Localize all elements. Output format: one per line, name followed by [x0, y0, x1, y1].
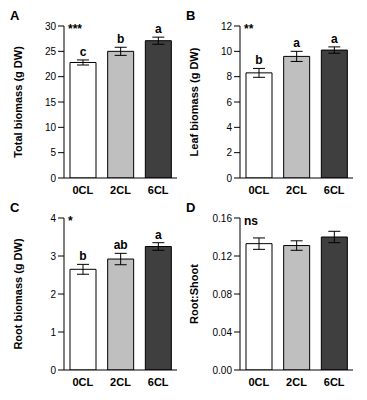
svg-text:6CL: 6CL — [148, 184, 169, 196]
svg-text:a: a — [331, 32, 338, 46]
svg-text:Leaf biomass (g DW): Leaf biomass (g DW) — [188, 47, 200, 156]
svg-text:b: b — [255, 53, 262, 67]
svg-text:10: 10 — [45, 122, 57, 133]
svg-text:0: 0 — [50, 365, 56, 376]
svg-text:30: 30 — [45, 21, 57, 32]
svg-text:a: a — [293, 36, 300, 50]
svg-text:Root biomass (g DW): Root biomass (g DW) — [12, 238, 24, 350]
svg-text:2: 2 — [50, 289, 56, 300]
html-text:B: B — [186, 8, 196, 23]
svg-text:0.00: 0.00 — [213, 365, 233, 376]
svg-text:8: 8 — [226, 71, 232, 82]
svg-text:6: 6 — [226, 97, 232, 108]
svg-text:0CL: 0CL — [248, 184, 269, 196]
svg-text:10: 10 — [221, 46, 233, 57]
svg-text:Root:Shoot: Root:Shoot — [188, 264, 200, 324]
svg-text:0.12: 0.12 — [213, 251, 233, 262]
svg-text:ab: ab — [114, 238, 128, 252]
html-text:C: C — [10, 200, 20, 215]
svg-text:2CL: 2CL — [110, 184, 131, 196]
svg-text:a: a — [155, 22, 162, 36]
svg-text:25: 25 — [45, 46, 57, 57]
svg-text:4: 4 — [226, 122, 232, 133]
svg-text:0CL: 0CL — [72, 376, 93, 388]
svg-text:20: 20 — [45, 71, 57, 82]
svg-text:6CL: 6CL — [324, 376, 345, 388]
svg-text:5: 5 — [50, 147, 56, 158]
svg-text:0.16: 0.16 — [213, 213, 233, 224]
svg-text:3: 3 — [50, 251, 56, 262]
svg-text:0.04: 0.04 — [213, 327, 233, 338]
svg-text:12: 12 — [221, 21, 233, 32]
svg-text:2CL: 2CL — [286, 184, 307, 196]
svg-text:b: b — [117, 32, 124, 46]
svg-text:Total biomass (g DW): Total biomass (g DW) — [12, 46, 24, 158]
svg-text:0CL: 0CL — [72, 184, 93, 196]
svg-text:6CL: 6CL — [324, 184, 345, 196]
svg-text:0CL: 0CL — [248, 376, 269, 388]
svg-text:6CL: 6CL — [148, 376, 169, 388]
svg-text:0: 0 — [226, 173, 232, 184]
svg-text:2: 2 — [226, 147, 232, 158]
svg-text:4: 4 — [50, 213, 56, 224]
svg-text:a: a — [155, 228, 162, 242]
html-text:A: A — [10, 8, 20, 23]
svg-text:c: c — [80, 45, 87, 59]
svg-text:b: b — [79, 249, 86, 263]
html-text:ns: ns — [244, 214, 258, 228]
svg-text:15: 15 — [45, 97, 57, 108]
html-text:D: D — [186, 200, 196, 215]
svg-text:2CL: 2CL — [110, 376, 131, 388]
svg-text:2CL: 2CL — [286, 376, 307, 388]
svg-text:0.08: 0.08 — [213, 289, 233, 300]
svg-text:1: 1 — [50, 327, 56, 338]
svg-text:0: 0 — [50, 173, 56, 184]
